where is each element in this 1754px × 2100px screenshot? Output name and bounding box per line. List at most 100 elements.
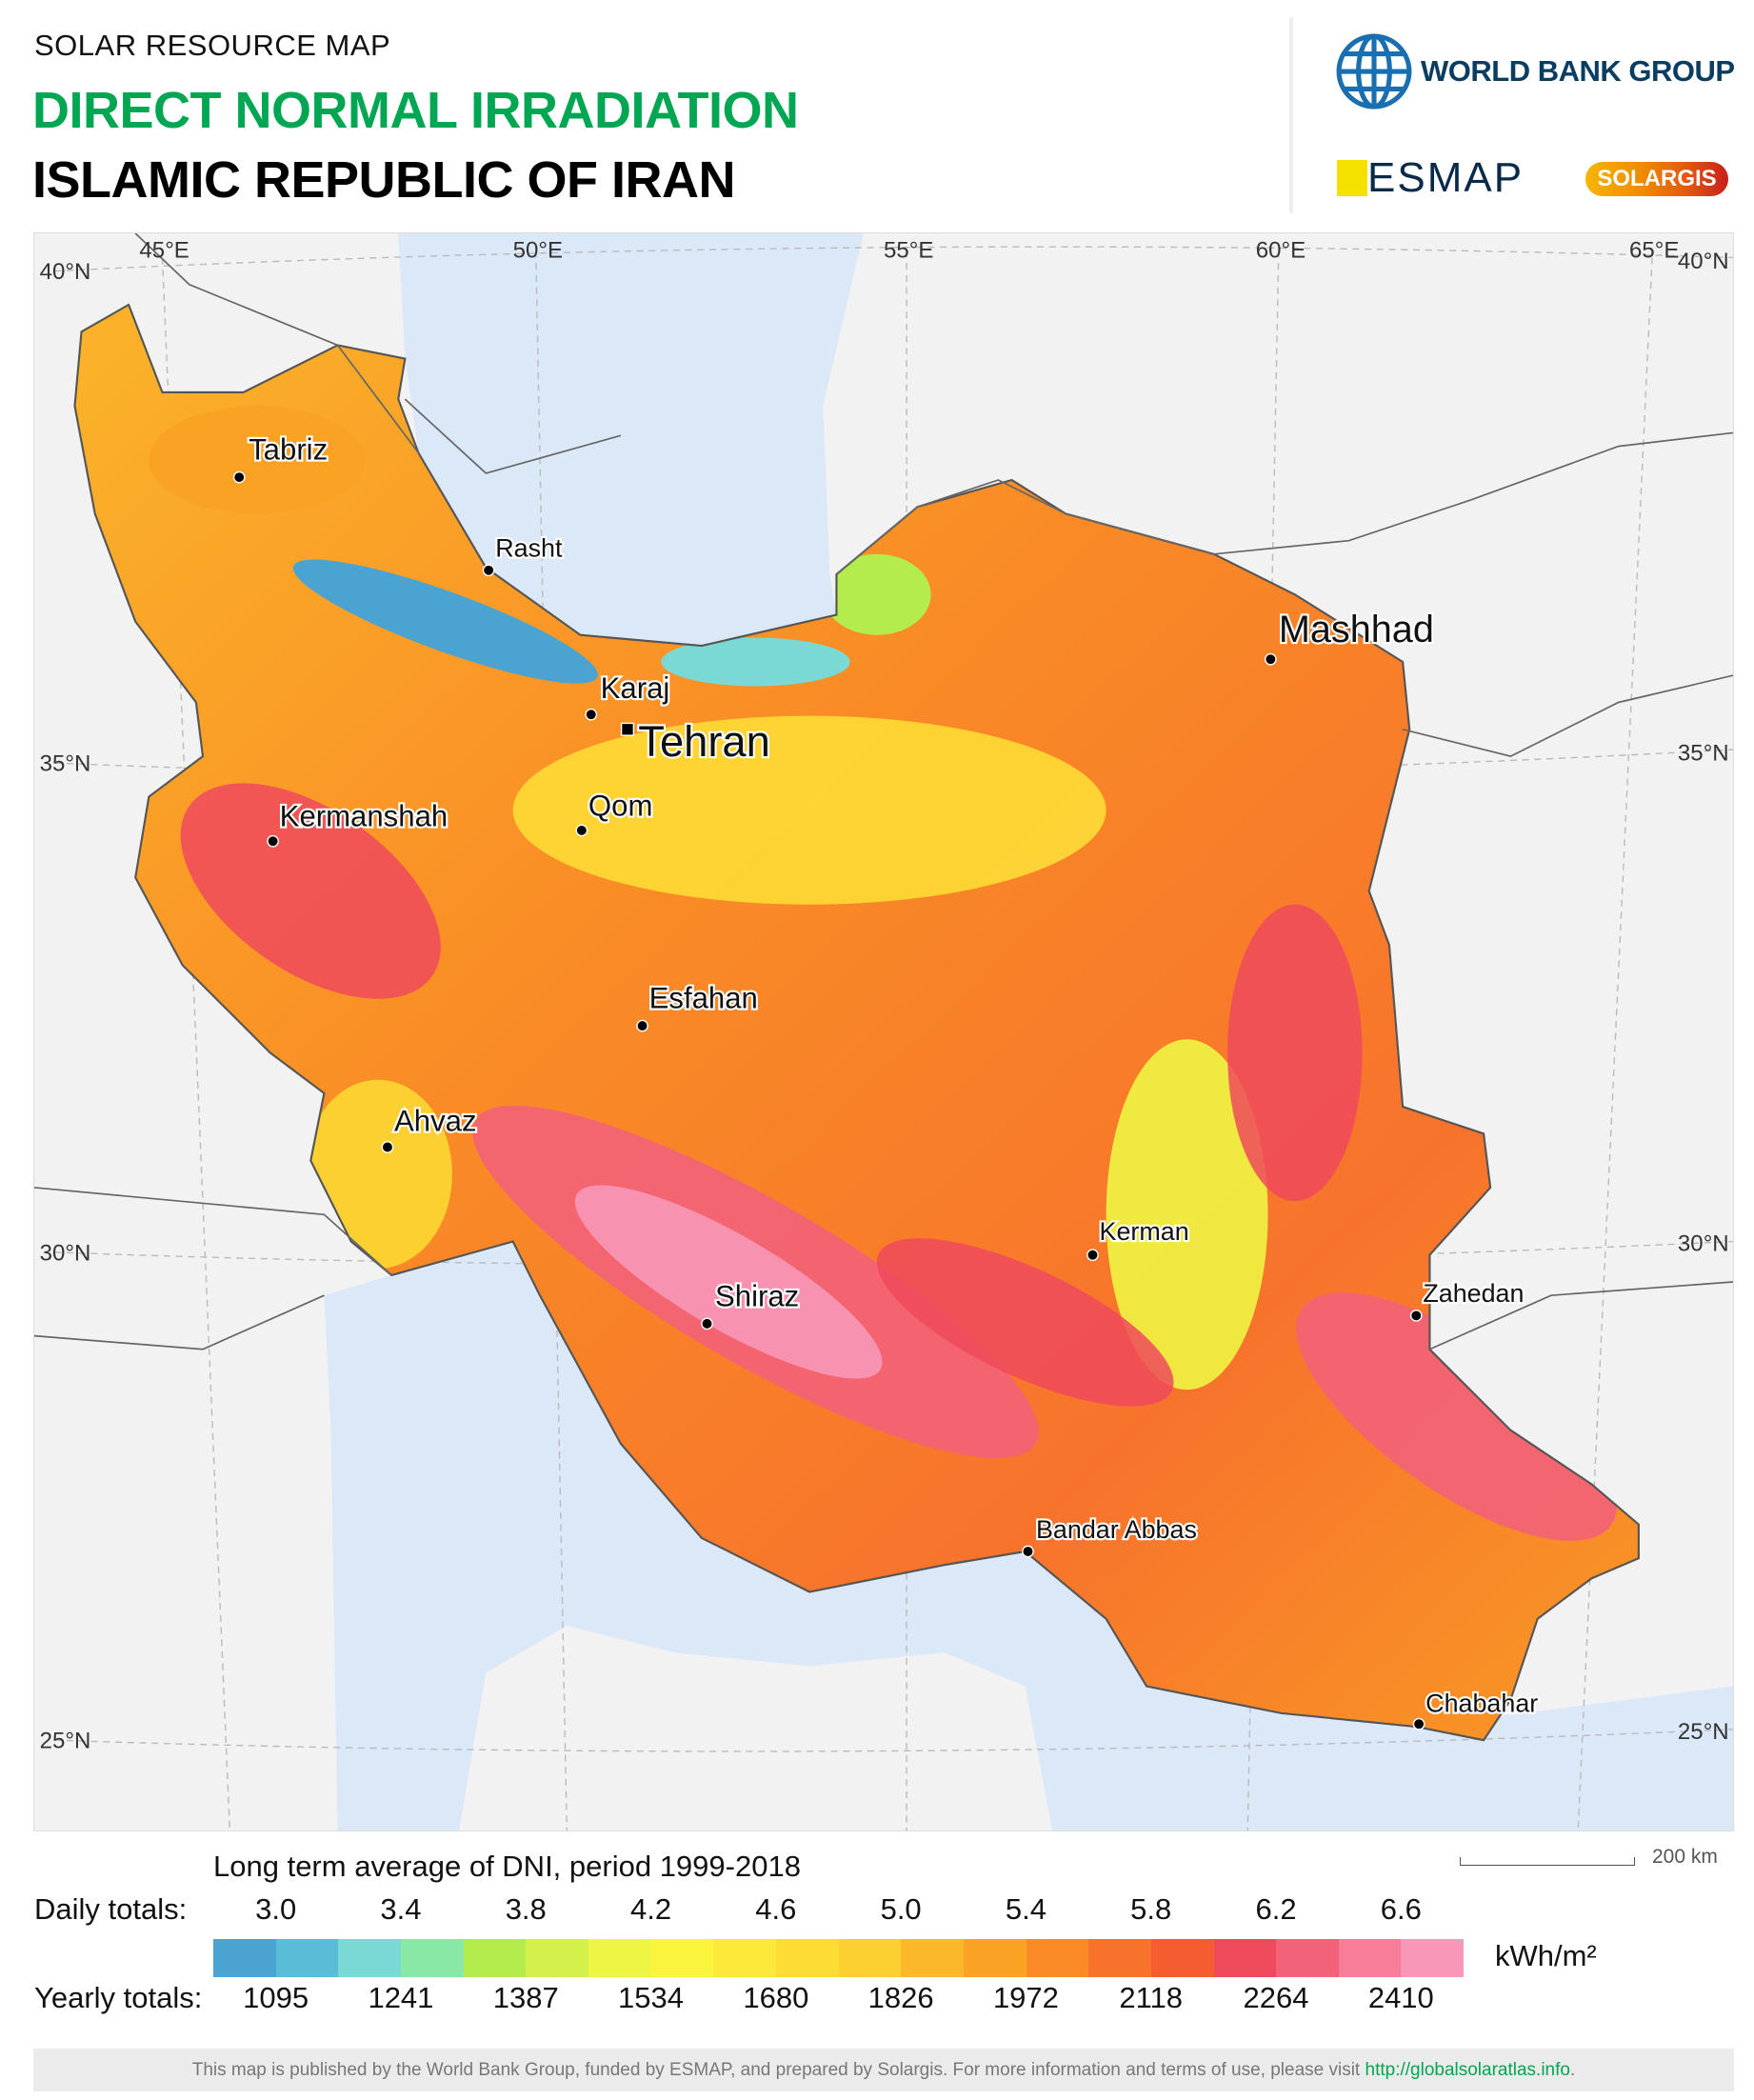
city-label: Tehran bbox=[638, 717, 769, 766]
map-title: DIRECT NORMAL IRRADIATION bbox=[32, 82, 799, 139]
city-marker bbox=[1264, 652, 1277, 666]
svg-text:45°E: 45°E bbox=[139, 237, 189, 263]
scale-bar-label: 200 km bbox=[1652, 1846, 1718, 1868]
legend-title: Long term average of DNI, period 1999-20… bbox=[213, 1850, 801, 1883]
header-divider bbox=[1289, 17, 1293, 213]
daily-value: 3.8 bbox=[505, 1892, 547, 1926]
svg-text:25°N: 25°N bbox=[1678, 1719, 1729, 1745]
svg-text:25°N: 25°N bbox=[40, 1729, 91, 1754]
city-label: Kermanshah bbox=[280, 800, 448, 833]
yearly-value: 1534 bbox=[618, 1981, 685, 2014]
sun-icon bbox=[1337, 160, 1367, 196]
color-scale-bar bbox=[213, 1939, 1465, 1977]
color-swatch bbox=[275, 1939, 339, 1977]
daily-value: 5.4 bbox=[1005, 1892, 1046, 1926]
yearly-value: 1095 bbox=[243, 1981, 309, 2014]
city-label: Rasht bbox=[495, 534, 563, 563]
city-label: Chabahar bbox=[1425, 1689, 1538, 1717]
daily-value: 3.0 bbox=[255, 1892, 297, 1926]
yearly-totals-label: Yearly totals: bbox=[34, 1981, 203, 2014]
iran-border bbox=[73, 303, 1640, 1742]
svg-text:30°N: 30°N bbox=[1678, 1230, 1729, 1256]
legend-unit: kWh/m² bbox=[1495, 1939, 1597, 1972]
color-swatch bbox=[1401, 1939, 1465, 1977]
city-label: Qom bbox=[588, 789, 652, 822]
daily-value: 5.8 bbox=[1130, 1892, 1172, 1926]
city-marker bbox=[585, 708, 598, 721]
color-swatch bbox=[1213, 1939, 1277, 1977]
color-swatch bbox=[775, 1939, 839, 1977]
scale-bar bbox=[1460, 1857, 1635, 1866]
city-marker bbox=[701, 1317, 713, 1330]
atlas-link[interactable]: http://globalsolaratlas.info bbox=[1365, 2060, 1570, 2080]
daily-value: 6.6 bbox=[1380, 1892, 1422, 1926]
yearly-value: 2410 bbox=[1367, 1981, 1434, 2014]
city-marker bbox=[575, 824, 588, 837]
svg-text:40°N: 40°N bbox=[40, 259, 91, 285]
daily-value: 6.2 bbox=[1255, 1892, 1297, 1926]
daily-totals-label: Daily totals: bbox=[34, 1892, 188, 1926]
city-label: Kerman bbox=[1100, 1217, 1189, 1246]
city-marker bbox=[1086, 1249, 1099, 1262]
color-swatch bbox=[213, 1939, 276, 1977]
color-swatch bbox=[1338, 1939, 1402, 1977]
color-swatch bbox=[526, 1939, 588, 1977]
color-swatch bbox=[1026, 1939, 1089, 1977]
daily-value: 4.6 bbox=[755, 1892, 797, 1926]
city-label: Bandar Abbas bbox=[1036, 1515, 1197, 1544]
city-marker bbox=[1022, 1545, 1034, 1558]
city-label: Karaj bbox=[601, 671, 670, 705]
city-label: Zahedan bbox=[1423, 1279, 1524, 1308]
daily-value: 3.4 bbox=[380, 1892, 422, 1926]
yearly-value: 2118 bbox=[1119, 1981, 1184, 2014]
svg-text:65°E: 65°E bbox=[1629, 237, 1679, 263]
yearly-value: 2264 bbox=[1243, 1981, 1309, 2014]
city-marker bbox=[620, 722, 635, 736]
persian-gulf bbox=[324, 1241, 1733, 1830]
svg-text:55°E: 55°E bbox=[884, 237, 933, 263]
globe-icon bbox=[1336, 33, 1412, 110]
yearly-totals-row: 1095 1241 1387 1534 1680 1826 1972 2118 2264 2410 bbox=[213, 1981, 1464, 2015]
color-swatch bbox=[963, 1939, 1026, 1977]
yearly-value: 1387 bbox=[492, 1981, 559, 2014]
city-label: Shiraz bbox=[715, 1279, 799, 1312]
solargis-logo: SOLARGIS bbox=[1585, 162, 1728, 196]
svg-text:35°N: 35°N bbox=[1678, 740, 1729, 766]
city-marker bbox=[1412, 1717, 1425, 1730]
map-subtitle: SOLAR RESOURCE MAP bbox=[34, 29, 391, 62]
color-swatch bbox=[400, 1939, 464, 1977]
color-swatch bbox=[1088, 1939, 1151, 1977]
city-marker bbox=[1409, 1310, 1423, 1322]
graticule-labels: 45°E 50°E 55°E 60°E 65°E 40°N 40°N 35°N … bbox=[40, 237, 1729, 1753]
yearly-value: 1972 bbox=[992, 1981, 1059, 2014]
color-swatch bbox=[588, 1939, 651, 1977]
city-marker bbox=[232, 470, 246, 484]
svg-text:60°E: 60°E bbox=[1256, 237, 1306, 263]
city-marker bbox=[482, 564, 495, 577]
color-swatch bbox=[901, 1939, 964, 1977]
footer-note: This map is published by the World Bank … bbox=[33, 2049, 1734, 2091]
daily-value: 4.2 bbox=[629, 1892, 672, 1926]
city-label: Mashhad bbox=[1279, 609, 1434, 650]
svg-text:50°E: 50°E bbox=[513, 237, 563, 263]
dni-map: 45°E 50°E 55°E 60°E 65°E 40°N 40°N 35°N … bbox=[33, 232, 1734, 1831]
color-swatch bbox=[463, 1939, 527, 1977]
yearly-value: 1680 bbox=[743, 1981, 809, 2014]
world-bank-logo: WORLD BANK GROUP bbox=[1335, 32, 1735, 110]
color-swatch bbox=[713, 1939, 776, 1977]
color-swatch bbox=[1276, 1939, 1339, 1977]
neighbor-borders bbox=[34, 233, 1733, 1350]
svg-text:35°N: 35°N bbox=[40, 751, 91, 777]
color-swatch bbox=[650, 1939, 714, 1977]
color-swatch bbox=[338, 1939, 401, 1977]
city-label: Ahvaz bbox=[394, 1105, 477, 1138]
svg-text:40°N: 40°N bbox=[1678, 249, 1729, 274]
daily-value: 5.0 bbox=[880, 1892, 922, 1926]
yearly-value: 1826 bbox=[867, 1981, 934, 2014]
country-title: ISLAMIC REPUBLIC OF IRAN bbox=[32, 151, 736, 209]
esmap-logo: ESMAP bbox=[1337, 157, 1524, 199]
city-marker bbox=[381, 1141, 394, 1153]
city-marker bbox=[267, 834, 279, 848]
svg-text:30°N: 30°N bbox=[40, 1240, 91, 1266]
color-swatch bbox=[1150, 1939, 1214, 1977]
